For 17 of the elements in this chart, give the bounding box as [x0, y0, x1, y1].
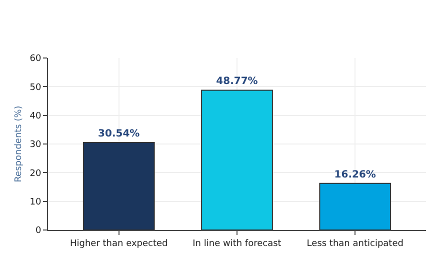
y-tick-label: 30 [30, 140, 42, 150]
y-axis-title: Respondents (%) [14, 106, 24, 182]
data-label: 16.26% [334, 169, 376, 180]
bar [201, 90, 273, 230]
bar [319, 182, 392, 230]
bar [82, 142, 155, 230]
y-tick-label: 50 [30, 82, 42, 93]
y-tick-label: 20 [30, 168, 42, 179]
y-tick-label: 0 [35, 226, 42, 236]
y-tick-label: 60 [30, 54, 42, 64]
y-tick-label: 40 [30, 111, 42, 122]
x-tick-label: Less than anticipated [306, 238, 404, 249]
data-label: 30.54% [98, 128, 140, 140]
y-tick-label: 10 [30, 197, 42, 208]
x-tick-label: In line with forecast [192, 238, 282, 249]
x-tick-label: Higher than expected [70, 238, 168, 249]
data-label: 48.77% [216, 76, 258, 88]
